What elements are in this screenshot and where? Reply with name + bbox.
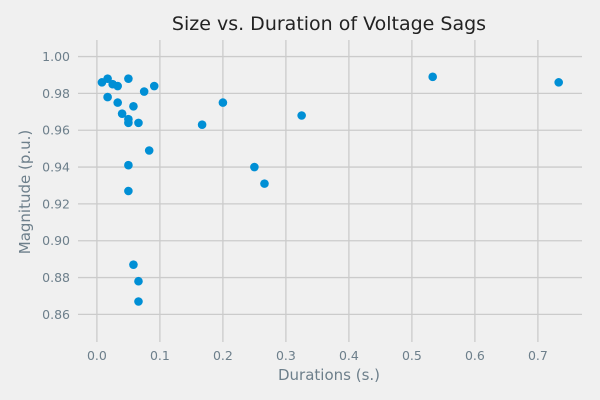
x-axis-label: Durations (s.) [278, 366, 380, 384]
data-point [124, 74, 133, 83]
y-tick-label: 0.86 [42, 307, 70, 322]
x-tick-label: 0.6 [465, 348, 485, 363]
grid-lines [78, 40, 582, 342]
data-point [139, 87, 149, 96]
y-axis-label: Magnitude (p.u.) [16, 130, 34, 255]
y-tick-label: 0.98 [42, 86, 70, 101]
x-tick-label: 0.4 [339, 348, 359, 363]
x-tick-label: 0.5 [402, 348, 422, 363]
x-tick-label: 0.2 [213, 348, 233, 363]
x-tick-label: 0.1 [150, 348, 170, 363]
y-tick-label: 0.96 [42, 123, 70, 138]
data-point [124, 160, 133, 170]
chart-title: Size vs. Duration of Voltage Sags [172, 13, 486, 35]
data-point [134, 118, 143, 128]
data-point [428, 72, 437, 82]
data-point [197, 120, 207, 130]
data-point [129, 260, 138, 269]
data-point [103, 92, 112, 102]
data-point [117, 109, 127, 118]
data-point [113, 98, 122, 107]
y-tick-label: 0.88 [42, 270, 70, 285]
y-tick-label: 1.00 [42, 49, 70, 64]
data-point [250, 162, 259, 172]
data-point [134, 297, 143, 306]
x-axis-ticks: 0.0 0.1 0.2 0.3 0.4 0.5 0.6 0.7 [87, 348, 548, 363]
data-point [297, 111, 306, 120]
y-axis-ticks: 0.86 0.88 0.90 0.92 0.94 0.96 0.98 1.00 [42, 49, 70, 322]
data-points [97, 72, 563, 306]
data-point [218, 98, 228, 107]
y-tick-label: 0.94 [42, 160, 70, 175]
data-point [103, 74, 112, 83]
y-tick-label: 0.90 [42, 233, 70, 248]
y-tick-label: 0.92 [42, 196, 70, 211]
data-point [149, 81, 159, 91]
data-point [113, 81, 122, 91]
x-tick-label: 0.7 [528, 348, 548, 363]
data-point [124, 118, 133, 128]
data-point [124, 186, 133, 196]
x-tick-label: 0.3 [276, 348, 296, 363]
data-point [554, 78, 563, 87]
data-point [144, 146, 154, 155]
x-tick-label: 0.0 [87, 348, 107, 363]
data-point [260, 179, 269, 188]
data-point [129, 101, 138, 111]
data-point [134, 276, 143, 286]
